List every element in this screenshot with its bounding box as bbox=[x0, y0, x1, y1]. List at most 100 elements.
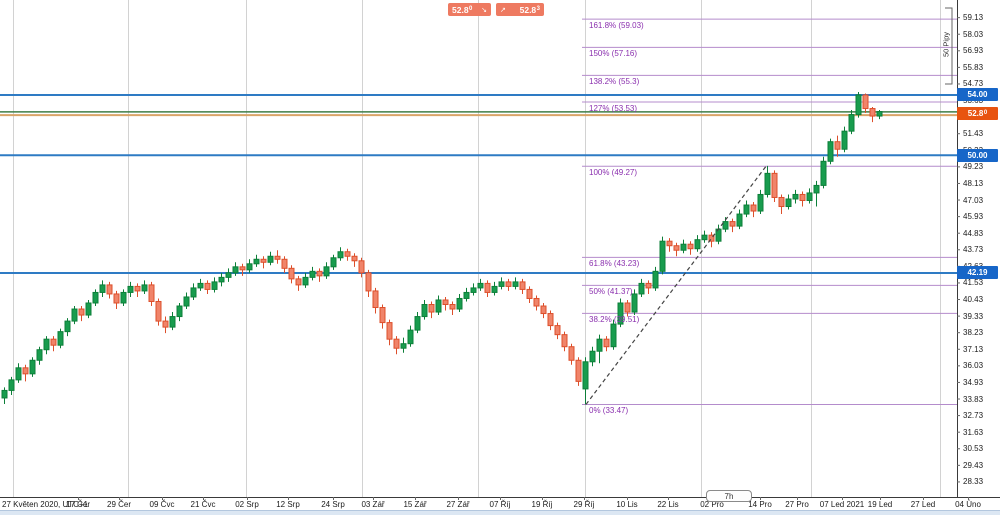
candle-bearish[interactable] bbox=[666, 240, 673, 247]
candle-bullish[interactable] bbox=[435, 299, 442, 313]
candle-bullish[interactable] bbox=[764, 172, 771, 195]
candle-bullish[interactable] bbox=[785, 198, 792, 208]
candle-bullish[interactable] bbox=[85, 302, 92, 316]
candle-bullish[interactable] bbox=[176, 305, 183, 318]
candle-bullish[interactable] bbox=[582, 361, 589, 390]
candle-bullish[interactable] bbox=[757, 193, 764, 212]
candle-bearish[interactable] bbox=[386, 322, 393, 340]
candle-bearish[interactable] bbox=[449, 304, 456, 310]
candle-bearish[interactable] bbox=[729, 221, 736, 227]
candle-bearish[interactable] bbox=[568, 346, 575, 361]
quick-trade-buy-button[interactable]: ↗ 52.83 bbox=[496, 3, 544, 16]
candle-bullish[interactable] bbox=[792, 193, 799, 200]
candle-bearish[interactable] bbox=[603, 338, 610, 348]
candle-bullish[interactable] bbox=[827, 141, 834, 162]
candle-bearish[interactable] bbox=[281, 258, 288, 269]
candle-bullish[interactable] bbox=[127, 285, 134, 293]
candle-bullish[interactable] bbox=[169, 316, 176, 328]
candle-bullish[interactable] bbox=[232, 266, 239, 274]
candle-bullish[interactable] bbox=[596, 338, 603, 352]
candle-bullish[interactable] bbox=[64, 320, 71, 333]
candle-bullish[interactable] bbox=[491, 285, 498, 293]
candle-bullish[interactable] bbox=[498, 281, 505, 287]
candle-bullish[interactable] bbox=[841, 130, 848, 150]
candle-bearish[interactable] bbox=[344, 251, 351, 257]
candle-bullish[interactable] bbox=[806, 192, 813, 201]
candle-bullish[interactable] bbox=[141, 284, 148, 292]
candle-bullish[interactable] bbox=[1, 389, 8, 399]
candle-bearish[interactable] bbox=[78, 308, 85, 316]
candle-bullish[interactable] bbox=[246, 263, 253, 271]
candle-bearish[interactable] bbox=[624, 302, 631, 313]
candle-bullish[interactable] bbox=[29, 359, 36, 375]
candle-bullish[interactable] bbox=[309, 270, 316, 278]
candle-bullish[interactable] bbox=[225, 272, 232, 278]
candle-bullish[interactable] bbox=[631, 293, 638, 313]
candle-bullish[interactable] bbox=[470, 287, 477, 293]
candle-bearish[interactable] bbox=[50, 338, 57, 346]
candle-bullish[interactable] bbox=[638, 282, 645, 295]
candle-bearish[interactable] bbox=[134, 285, 141, 292]
candle-bullish[interactable] bbox=[736, 213, 743, 227]
candle-bearish[interactable] bbox=[519, 281, 526, 290]
candle-bullish[interactable] bbox=[120, 291, 127, 304]
candle-bearish[interactable] bbox=[554, 325, 561, 336]
candle-bullish[interactable] bbox=[421, 304, 428, 318]
candle-bullish[interactable] bbox=[407, 329, 414, 345]
candle-bullish[interactable] bbox=[71, 308, 78, 322]
candle-bullish[interactable] bbox=[8, 379, 15, 391]
candle-bullish[interactable] bbox=[190, 287, 197, 298]
candle-bearish[interactable] bbox=[288, 267, 295, 280]
candle-bearish[interactable] bbox=[372, 290, 379, 309]
candle-bearish[interactable] bbox=[708, 234, 715, 242]
candle-bearish[interactable] bbox=[526, 288, 533, 299]
candle-bullish[interactable] bbox=[820, 160, 827, 186]
candle-bullish[interactable] bbox=[855, 94, 862, 116]
candle-bearish[interactable] bbox=[260, 258, 267, 263]
candle-bullish[interactable] bbox=[652, 270, 659, 289]
candle-bearish[interactable] bbox=[274, 255, 281, 260]
candle-bearish[interactable] bbox=[778, 196, 785, 208]
candle-bullish[interactable] bbox=[183, 296, 190, 307]
candle-bearish[interactable] bbox=[358, 260, 365, 274]
candle-bullish[interactable] bbox=[848, 114, 855, 132]
candle-bullish[interactable] bbox=[722, 221, 729, 230]
candle-bullish[interactable] bbox=[680, 243, 687, 251]
candle-bullish[interactable] bbox=[302, 276, 309, 286]
candle-bearish[interactable] bbox=[673, 245, 680, 251]
candle-bullish[interactable] bbox=[743, 204, 750, 215]
candle-bearish[interactable] bbox=[687, 243, 694, 250]
candle-bearish[interactable] bbox=[351, 255, 358, 262]
candle-bearish[interactable] bbox=[533, 297, 540, 307]
candle-bearish[interactable] bbox=[547, 313, 554, 327]
horizontal-scrollbar[interactable] bbox=[0, 510, 1000, 515]
candle-bearish[interactable] bbox=[148, 284, 155, 302]
candle-bearish[interactable] bbox=[316, 270, 323, 277]
candle-bullish[interactable] bbox=[701, 234, 708, 241]
candle-bullish[interactable] bbox=[330, 257, 337, 268]
candle-bullish[interactable] bbox=[400, 343, 407, 349]
candle-bullish[interactable] bbox=[617, 302, 624, 325]
candle-bullish[interactable] bbox=[589, 350, 596, 363]
quick-trade-sell-button[interactable]: 52.80 ↘ bbox=[448, 3, 491, 16]
candle-bullish[interactable] bbox=[92, 291, 99, 304]
trendline-dashed[interactable] bbox=[585, 165, 767, 405]
candle-bearish[interactable] bbox=[645, 282, 652, 289]
candle-bearish[interactable] bbox=[862, 94, 869, 110]
candle-bearish[interactable] bbox=[834, 141, 841, 150]
candle-bullish[interactable] bbox=[659, 240, 666, 272]
timeframe-badge[interactable]: 7h bbox=[706, 490, 752, 502]
candle-bullish[interactable] bbox=[36, 349, 43, 361]
candle-bullish[interactable] bbox=[211, 281, 218, 290]
candle-bullish[interactable] bbox=[876, 111, 883, 117]
candle-bullish[interactable] bbox=[197, 282, 204, 289]
candle-bearish[interactable] bbox=[540, 305, 547, 315]
candle-bearish[interactable] bbox=[162, 320, 169, 328]
candle-bearish[interactable] bbox=[379, 307, 386, 324]
candle-bearish[interactable] bbox=[484, 282, 491, 293]
candle-bullish[interactable] bbox=[57, 331, 64, 346]
candle-bullish[interactable] bbox=[610, 323, 617, 348]
candle-bearish[interactable] bbox=[869, 108, 876, 117]
candle-bearish[interactable] bbox=[22, 367, 29, 375]
candle-bullish[interactable] bbox=[253, 258, 260, 265]
